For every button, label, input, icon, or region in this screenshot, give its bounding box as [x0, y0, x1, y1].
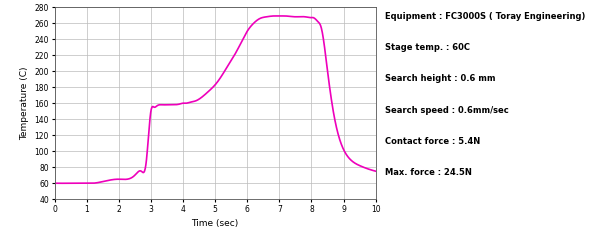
Text: Search height : 0.6 mm: Search height : 0.6 mm: [385, 74, 495, 84]
Text: Search speed : 0.6mm/sec: Search speed : 0.6mm/sec: [385, 106, 508, 115]
Text: Contact force : 5.4N: Contact force : 5.4N: [385, 137, 480, 146]
Text: Equipment : FC3000S ( Toray Engineering): Equipment : FC3000S ( Toray Engineering): [385, 12, 585, 21]
Text: Max. force : 24.5N: Max. force : 24.5N: [385, 168, 471, 177]
Y-axis label: Temperature (C): Temperature (C): [20, 66, 29, 140]
X-axis label: Time (sec): Time (sec): [191, 219, 239, 228]
Text: Stage temp. : 60C: Stage temp. : 60C: [385, 43, 470, 52]
